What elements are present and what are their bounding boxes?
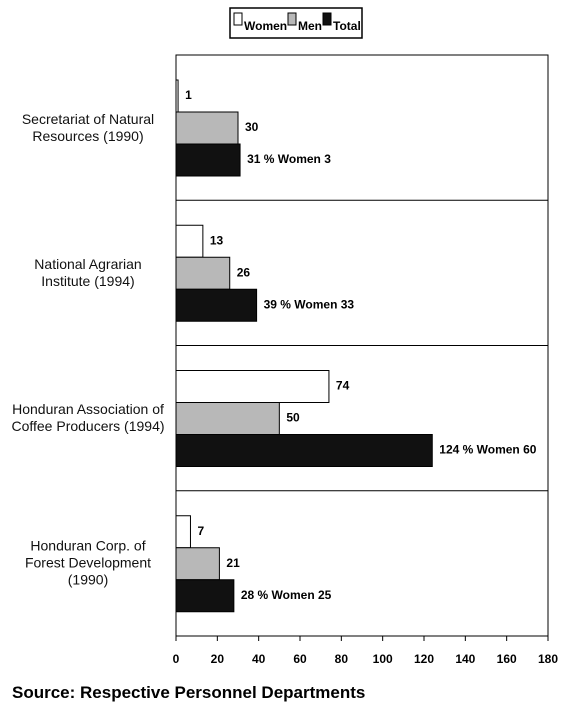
x-tick-label: 40 [252, 652, 266, 666]
category-label: Honduran Association of Coffee Producers… [11, 401, 165, 435]
value-label: 39 % Women 33 [264, 297, 355, 311]
bar [175, 256, 231, 290]
bar [175, 402, 280, 435]
x-tick-label: 80 [335, 652, 349, 666]
legend-label: Women [244, 19, 287, 33]
value-label: 7 [197, 524, 204, 538]
bar [175, 111, 239, 145]
x-tick-label: 160 [497, 652, 517, 666]
x-tick-label: 20 [211, 652, 225, 666]
value-label: 13 [210, 233, 224, 247]
value-label: 74 [336, 379, 350, 393]
value-label: 28 % Women 25 [241, 588, 332, 602]
value-label: 31 % Women 3 [247, 152, 331, 166]
category-label: Secretariat of Natural Resources (1990) [21, 110, 155, 144]
legend-label: Total [333, 19, 361, 33]
value-label: 30 [245, 120, 259, 134]
bar [175, 515, 191, 549]
category-label: Honduran Corp. of Forest Development (19… [24, 537, 152, 588]
x-tick-label: 100 [373, 652, 393, 666]
value-label: 21 [226, 556, 240, 570]
source-note: Source: Respective Personnel Departments [12, 683, 366, 702]
bar [175, 224, 204, 258]
bar [175, 547, 220, 581]
legend-label: Men [298, 19, 322, 33]
x-tick-label: 140 [455, 652, 475, 666]
value-label: 26 [237, 265, 251, 279]
legend-swatch [287, 12, 297, 26]
legend-swatch [233, 12, 243, 26]
x-tick-label: 60 [293, 652, 307, 666]
bar [175, 288, 258, 322]
bar [175, 79, 179, 113]
x-tick-label: 180 [538, 652, 558, 666]
value-label: 124 % Women 60 [439, 443, 536, 457]
x-tick-label: 120 [414, 652, 434, 666]
value-label: 50 [286, 411, 300, 425]
bar [175, 370, 330, 403]
bar [175, 143, 241, 177]
bar [175, 579, 235, 613]
x-tick-label: 0 [173, 652, 180, 666]
legend-swatch [322, 12, 332, 26]
bar [175, 434, 433, 467]
category-label: National Agrarian Institute (1994) [34, 255, 142, 289]
value-label: 1 [185, 88, 192, 102]
